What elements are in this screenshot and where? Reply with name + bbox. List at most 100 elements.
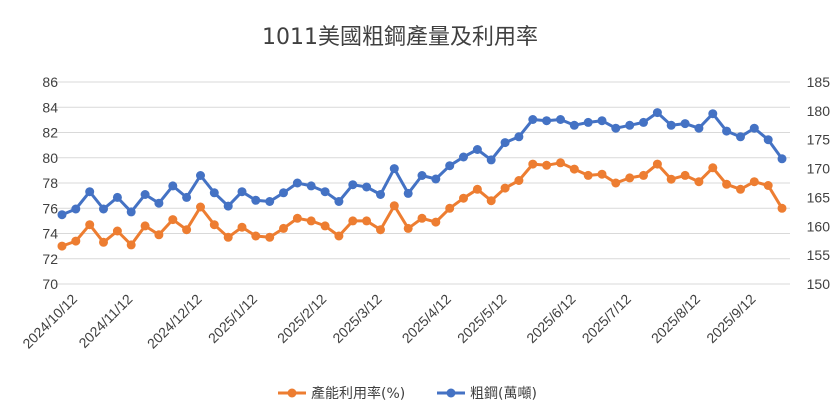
data-point-crude-steel[interactable] [542, 116, 552, 126]
legend-item-utilization[interactable]: 產能利用率(%) [278, 385, 405, 402]
data-point-utilization[interactable] [154, 230, 164, 240]
data-point-crude-steel[interactable] [376, 190, 385, 199]
data-point-utilization[interactable] [694, 177, 704, 187]
data-point-utilization[interactable] [99, 237, 108, 247]
data-point-utilization[interactable] [306, 216, 316, 226]
data-point-crude-steel[interactable] [583, 117, 593, 127]
data-point-utilization[interactable] [736, 184, 745, 194]
data-point-crude-steel[interactable] [334, 197, 344, 206]
data-point-crude-steel[interactable] [597, 116, 607, 126]
data-point-crude-steel[interactable] [320, 187, 330, 197]
legend-item-crude-steel[interactable]: 粗鋼(萬噸) [437, 386, 537, 402]
data-point-utilization[interactable] [597, 169, 607, 179]
data-point-crude-steel[interactable] [459, 152, 468, 162]
data-point-utilization[interactable] [237, 222, 247, 232]
data-point-utilization[interactable] [556, 158, 565, 168]
data-point-crude-steel[interactable] [417, 171, 427, 180]
data-point-crude-steel[interactable] [666, 120, 676, 130]
data-point-utilization[interactable] [71, 236, 81, 246]
data-point-utilization[interactable] [182, 225, 192, 235]
data-point-utilization[interactable] [140, 221, 150, 231]
data-point-crude-steel[interactable] [265, 197, 275, 206]
data-point-utilization[interactable] [514, 176, 524, 185]
data-point-crude-steel[interactable] [292, 178, 302, 188]
data-point-crude-steel[interactable] [431, 174, 441, 184]
data-point-crude-steel[interactable] [611, 123, 621, 133]
data-point-utilization[interactable] [486, 196, 496, 206]
data-point-crude-steel[interactable] [279, 188, 288, 198]
data-point-crude-steel[interactable] [708, 109, 718, 119]
data-point-crude-steel[interactable] [112, 192, 122, 202]
data-point-crude-steel[interactable] [556, 115, 565, 124]
data-point-crude-steel[interactable] [694, 123, 704, 133]
data-point-crude-steel[interactable] [237, 187, 247, 197]
data-point-crude-steel[interactable] [99, 204, 108, 214]
data-point-utilization[interactable] [223, 232, 233, 242]
data-point-utilization[interactable] [472, 184, 482, 194]
data-point-utilization[interactable] [777, 203, 787, 213]
data-point-utilization[interactable] [389, 201, 399, 211]
data-point-crude-steel[interactable] [749, 123, 759, 133]
data-point-utilization[interactable] [334, 231, 344, 241]
data-point-crude-steel[interactable] [763, 135, 773, 145]
data-point-utilization[interactable] [431, 217, 441, 227]
data-point-utilization[interactable] [292, 213, 302, 223]
data-point-utilization[interactable] [209, 220, 219, 230]
data-point-utilization[interactable] [168, 215, 178, 225]
data-point-crude-steel[interactable] [472, 145, 482, 154]
data-point-utilization[interactable] [749, 177, 759, 187]
data-point-utilization[interactable] [528, 159, 538, 169]
data-point-utilization[interactable] [265, 232, 275, 242]
data-point-crude-steel[interactable] [569, 120, 579, 130]
data-point-crude-steel[interactable] [403, 188, 413, 198]
data-point-utilization[interactable] [196, 202, 205, 212]
data-point-crude-steel[interactable] [625, 120, 635, 130]
data-point-crude-steel[interactable] [154, 198, 164, 208]
data-point-crude-steel[interactable] [722, 126, 732, 136]
data-point-utilization[interactable] [112, 226, 122, 236]
data-point-utilization[interactable] [126, 240, 136, 250]
data-point-crude-steel[interactable] [680, 119, 690, 129]
data-point-crude-steel[interactable] [486, 155, 496, 165]
data-point-utilization[interactable] [500, 183, 510, 193]
data-point-utilization[interactable] [251, 231, 261, 241]
data-point-crude-steel[interactable] [223, 201, 233, 211]
data-point-crude-steel[interactable] [777, 154, 787, 164]
data-point-utilization[interactable] [417, 213, 427, 223]
data-point-utilization[interactable] [763, 181, 773, 190]
data-point-crude-steel[interactable] [736, 132, 745, 142]
data-point-utilization[interactable] [459, 193, 468, 203]
data-point-crude-steel[interactable] [306, 181, 316, 191]
data-point-utilization[interactable] [403, 223, 413, 233]
data-point-utilization[interactable] [569, 164, 579, 174]
data-point-utilization[interactable] [722, 179, 732, 189]
data-point-crude-steel[interactable] [528, 115, 538, 124]
data-point-crude-steel[interactable] [514, 132, 524, 142]
data-point-crude-steel[interactable] [362, 182, 372, 192]
data-point-crude-steel[interactable] [389, 164, 399, 174]
data-point-utilization[interactable] [652, 159, 662, 169]
data-point-utilization[interactable] [666, 174, 676, 184]
data-point-crude-steel[interactable] [57, 210, 67, 220]
data-point-crude-steel[interactable] [445, 161, 455, 171]
data-point-utilization[interactable] [320, 221, 330, 231]
data-point-utilization[interactable] [362, 216, 372, 226]
data-point-crude-steel[interactable] [196, 171, 205, 180]
data-point-crude-steel[interactable] [652, 108, 662, 118]
data-point-utilization[interactable] [708, 163, 718, 173]
data-point-crude-steel[interactable] [71, 204, 81, 214]
data-point-utilization[interactable] [625, 173, 635, 183]
data-point-utilization[interactable] [376, 225, 385, 235]
data-point-utilization[interactable] [542, 160, 552, 170]
data-point-crude-steel[interactable] [168, 181, 178, 191]
data-point-utilization[interactable] [583, 170, 593, 180]
data-point-utilization[interactable] [348, 216, 358, 226]
data-point-crude-steel[interactable] [348, 180, 358, 190]
data-point-crude-steel[interactable] [209, 188, 219, 198]
data-point-utilization[interactable] [85, 220, 95, 230]
data-point-utilization[interactable] [445, 203, 455, 213]
data-point-crude-steel[interactable] [500, 138, 510, 148]
data-point-crude-steel[interactable] [140, 190, 150, 199]
data-point-crude-steel[interactable] [182, 192, 192, 202]
data-point-utilization[interactable] [279, 223, 288, 233]
